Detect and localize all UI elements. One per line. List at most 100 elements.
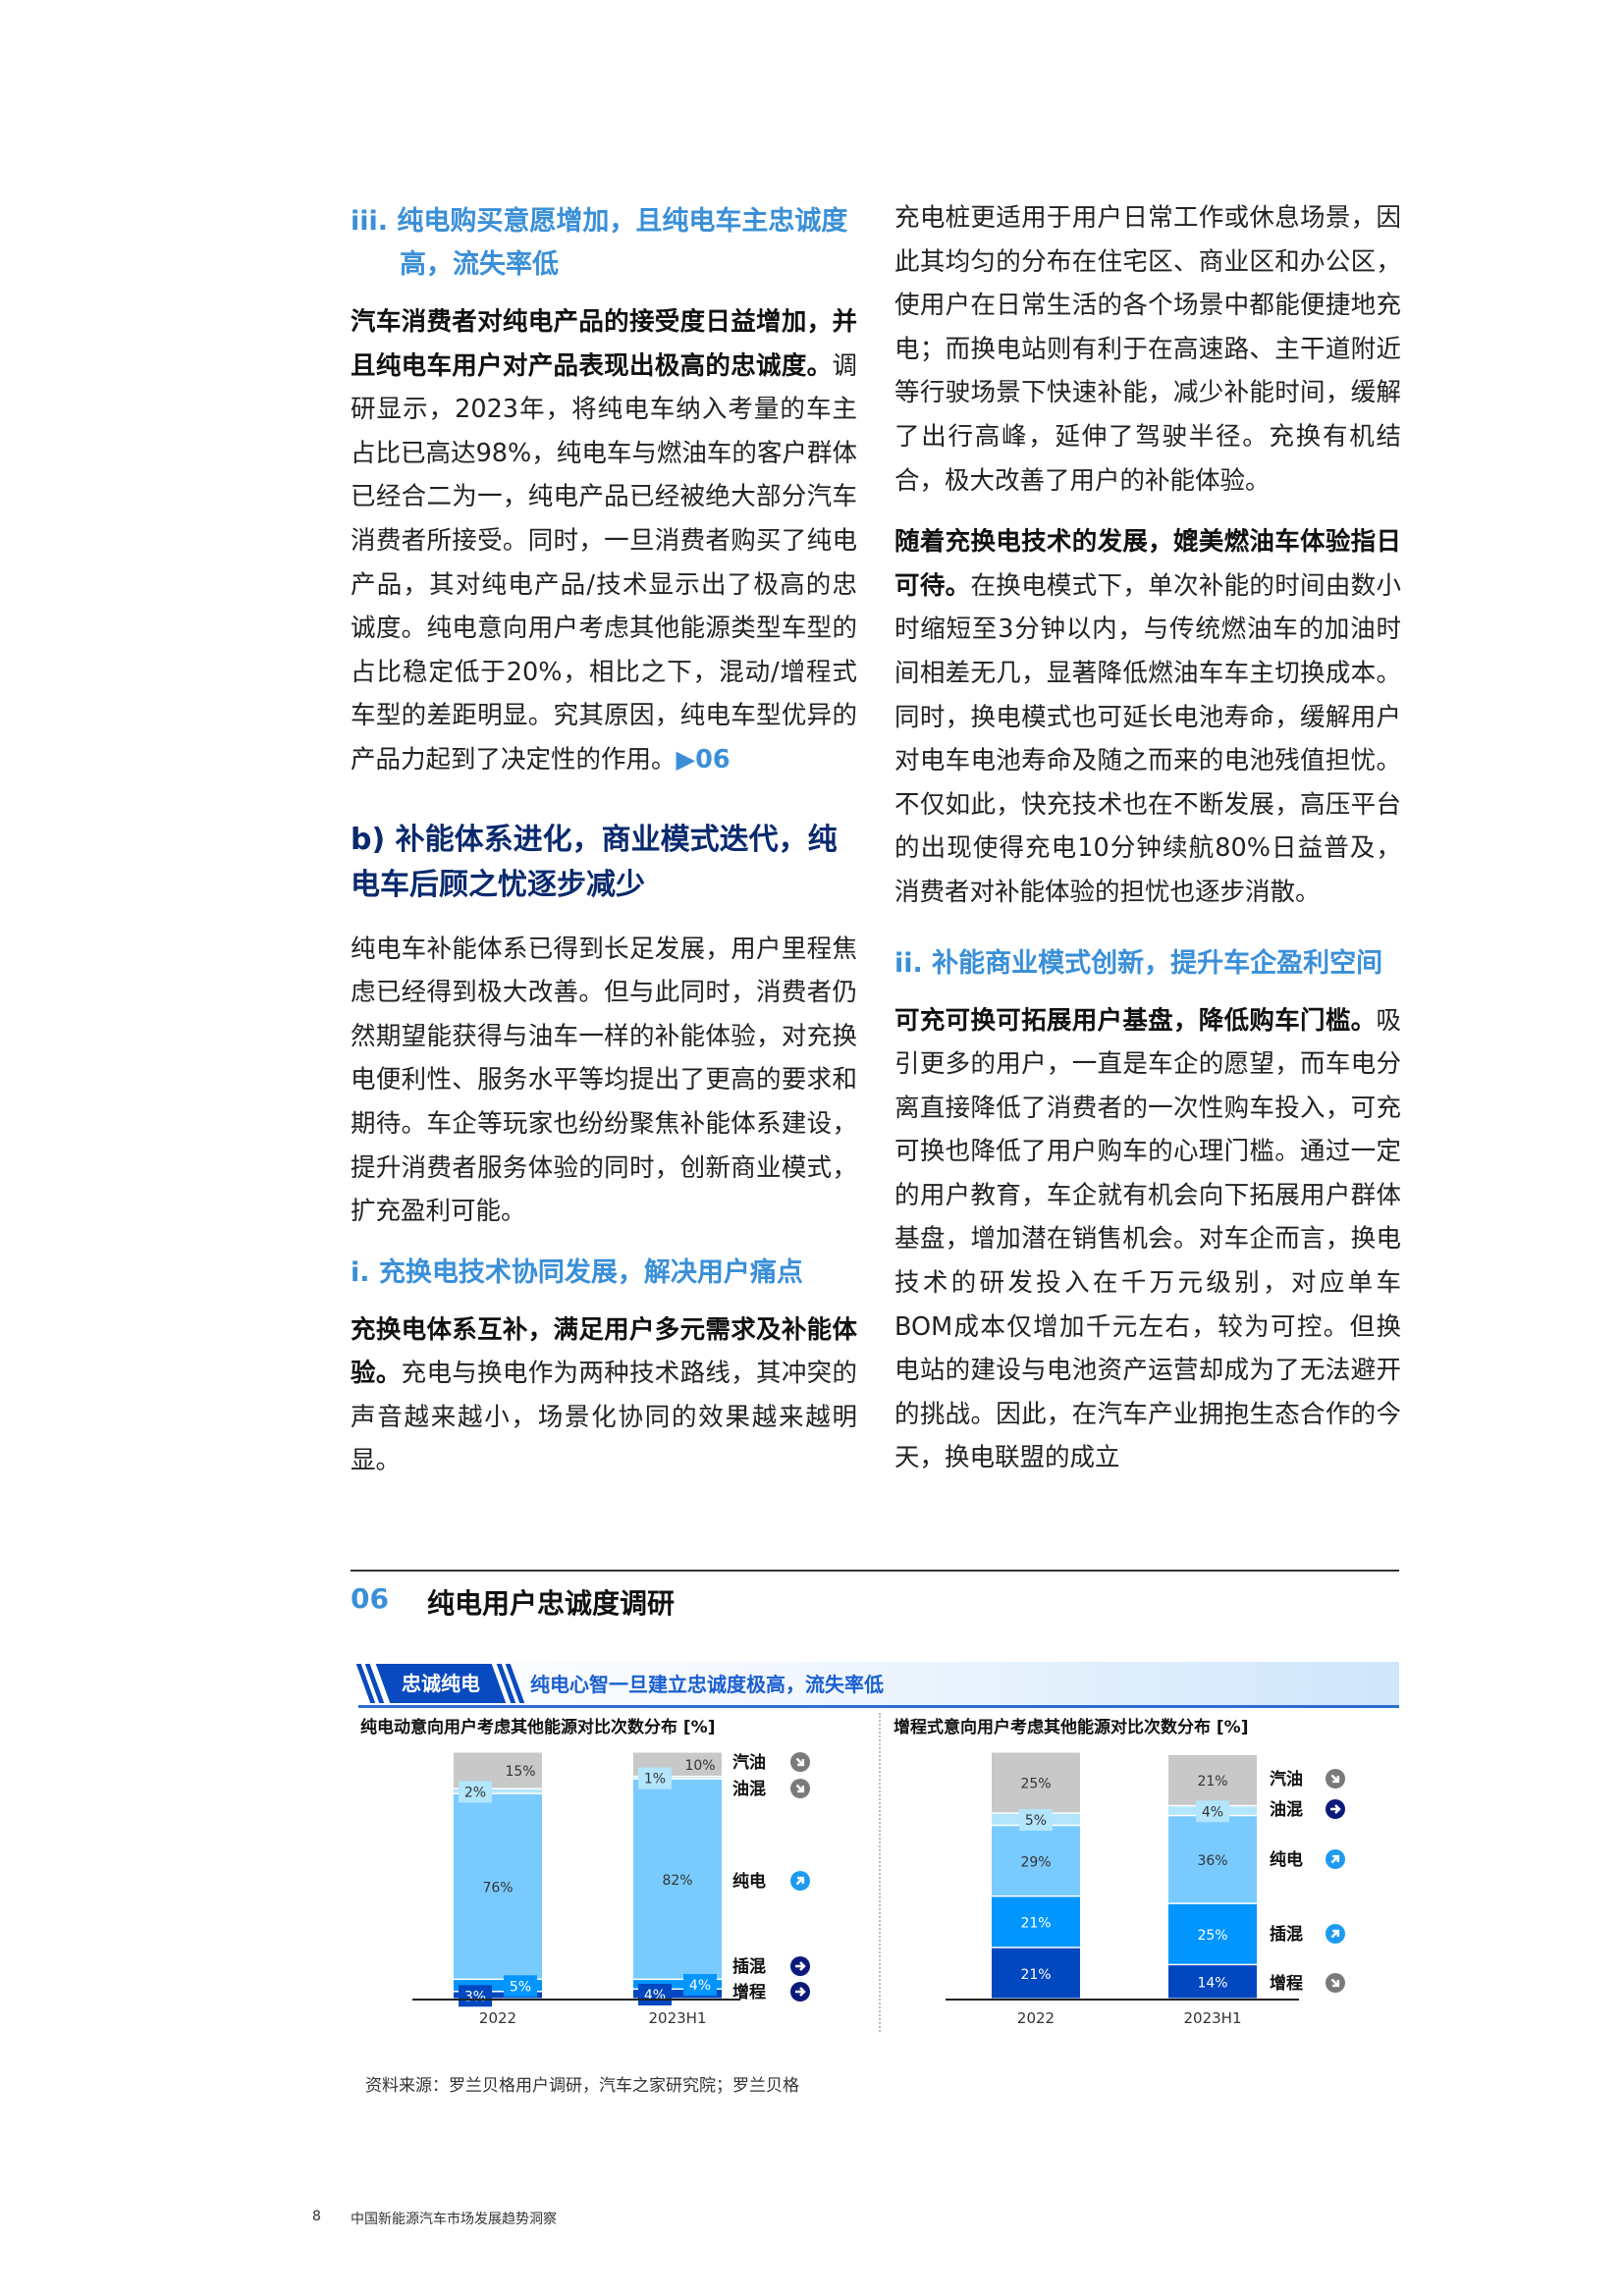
heading-i: i. 充换电技术协同发展，解决用户痛点: [351, 1256, 803, 1288]
data-label: 76%: [482, 1880, 513, 1896]
legend-label: 汽油: [732, 1752, 766, 1773]
arrow-icon: [795, 1876, 805, 1886]
trend-down-icon: [1326, 1973, 1345, 1993]
data-label: 25%: [1197, 1928, 1227, 1944]
data-label: 21%: [1020, 1967, 1051, 1983]
left-column: iii. 纯电购买意愿增加，且纯电车主忠诚度高，流失率低 汽车消费者对纯电产品的…: [351, 200, 857, 1501]
trend-flat-icon: [790, 1956, 810, 1976]
data-label: 82%: [662, 1873, 692, 1889]
banner-tag: 忠诚纯电: [375, 1664, 507, 1703]
bar-segment-油混: [454, 1789, 542, 1793]
paragraph-lead: 充换电体系互补，满足用户多元需求及补能体验。: [351, 1314, 857, 1389]
figure-banner: [358, 1662, 1399, 1708]
trend-down-icon: [1326, 1769, 1345, 1789]
paragraph-complement: 充换电体系互补，满足用户多元需求及补能体验。充电与换电作为两种技术路线，其冲突的…: [351, 1308, 857, 1483]
figure-source: 资料来源：罗兰贝格用户调研，汽车之家研究院；罗兰贝格: [365, 2076, 799, 2096]
bar-segment-纯电: [633, 1779, 722, 1979]
paragraph-body: 吸引更多的用户，一直是车企的愿望，而车电分离直接降低了消费者的一次性购车投入，可…: [894, 1005, 1401, 1473]
heading-iii: iii. 纯电购买意愿增加，且纯电车主忠诚度高，流失率低: [351, 206, 848, 280]
bar-segment-纯电: [454, 1793, 542, 1979]
legend-label: 增程: [1270, 1973, 1303, 1994]
legend-label: 油混: [732, 1779, 766, 1799]
paragraph-charging-system: 纯电车补能体系已得到长足发展，用户里程焦虑已经得到极大改善。但与此同时，消费者仍…: [351, 934, 857, 1227]
trend-down-icon: [790, 1752, 810, 1772]
paragraph-lead: 随着充换电技术的发展，媲美燃油车体验指日可待。: [894, 527, 1401, 601]
bar-segment-增程: [633, 1990, 722, 1999]
data-label-bg: [504, 1975, 537, 1998]
paragraph-body: 调研显示，2023年，将纯电车纳入考量的车主占比已高达98%，纯电车与燃油车的客…: [351, 350, 857, 774]
paragraph-business-model: 可充可换可拓展用户基盘，降低购车门槛。吸引更多的用户，一直是车企的愿望，而车电分…: [894, 999, 1401, 1481]
trend-down-icon: [790, 1779, 810, 1798]
data-label-bg: [459, 1781, 492, 1803]
data-label: 4%: [689, 1978, 711, 1994]
data-label-bg: [459, 1985, 492, 2007]
data-label-bg: [1019, 1808, 1053, 1831]
paragraph-charging-scenes: 充电桩更适用于用户日常工作或休息场景，因此其均匀的分布在住宅区、商业区和办公区，…: [894, 203, 1401, 496]
bar-segment-汽油: [992, 1752, 1080, 1813]
legend-label: 油混: [1270, 1799, 1303, 1820]
heading-b: b) 补能体系进化，商业模式迭代，纯电车后顾之忧逐步减少: [351, 822, 838, 902]
arrow-icon: [795, 1757, 805, 1767]
bar-segment-油混: [633, 1777, 722, 1779]
bar-segment-油混: [1168, 1806, 1257, 1815]
figure-divider: [351, 1570, 1399, 1572]
bar-segment-油混: [992, 1813, 1080, 1825]
trend-up-icon: [790, 1871, 810, 1891]
chart-title-erev: 增程式意向用户考虑其他能源对比次数分布 [%]: [893, 1718, 1249, 1737]
page-number: 8: [312, 2209, 321, 2224]
data-label: 36%: [1197, 1853, 1227, 1869]
chart-title-bev: 纯电动意向用户考虑其他能源对比次数分布 [%]: [360, 1718, 716, 1737]
data-label-bg: [638, 1984, 672, 2006]
data-label: 2%: [464, 1785, 486, 1800]
arrow-icon: [795, 1961, 806, 1971]
data-label-bg: [1196, 1800, 1229, 1823]
figure-title: 纯电用户忠诚度调研: [427, 1587, 676, 1620]
arrow-icon: [1330, 1804, 1341, 1814]
banner-text: 纯电心智一旦建立忠诚度极高，流失率低: [530, 1673, 884, 1696]
trend-flat-icon: [790, 1982, 810, 2002]
trend-up-icon: [1326, 1849, 1345, 1869]
data-label: 4%: [644, 1988, 666, 2003]
x-tick-label: 2023H1: [1184, 2009, 1242, 2027]
paragraph-lead: 汽车消费者对纯电产品的接受度日益增加，并且纯电车用户对产品表现出极高的忠诚度。: [351, 307, 857, 381]
bar-segment-纯电: [992, 1826, 1080, 1896]
right-column: 充电桩更适用于用户日常工作或休息场景，因此其均匀的分布在住宅区、商业区和办公区，…: [894, 196, 1401, 1498]
figure-ref-link[interactable]: ▶06: [676, 744, 731, 774]
report-title: 中国新能源汽车市场发展趋势洞察: [351, 2212, 557, 2227]
arrow-icon: [1330, 1978, 1340, 1988]
bar-segment-增程: [454, 1992, 542, 1999]
data-label: 29%: [1020, 1854, 1051, 1870]
arrow-icon: [1330, 1929, 1340, 1939]
x-tick-label: 2023H1: [649, 2009, 707, 2027]
bar-segment-增程: [992, 1948, 1080, 1999]
bar-segment-插混: [1168, 1903, 1257, 1964]
data-label: 3%: [464, 1989, 486, 2004]
chart-separator: [879, 1713, 881, 2032]
paragraph-lead: 可充可换可拓展用户基盘，降低购车门槛。: [894, 1005, 1377, 1036]
data-label-bg: [683, 1974, 717, 1997]
bar-segment-插混: [633, 1980, 722, 1989]
data-label: 10%: [684, 1758, 715, 1774]
legend-label: 纯电: [732, 1871, 766, 1892]
legend-label: 插混: [732, 1956, 766, 1977]
x-tick-label: 2022: [479, 2009, 516, 2027]
data-label: 1%: [644, 1772, 666, 1788]
paragraph-loyalty: 汽车消费者对纯电产品的接受度日益增加，并且纯电车用户对产品表现出极高的忠诚度。调…: [351, 300, 857, 782]
bar-segment-汽油: [454, 1752, 542, 1789]
legend-label: 汽油: [1270, 1769, 1303, 1789]
heading-ii: ii. 补能商业模式创新，提升车企盈利空间: [894, 947, 1383, 979]
arrow-icon: [795, 1987, 806, 1997]
legend-label: 纯电: [1270, 1849, 1303, 1870]
x-tick-label: 2022: [1017, 2009, 1055, 2027]
data-label: 5%: [1025, 1813, 1047, 1829]
data-label: 5%: [510, 1979, 531, 1995]
data-label: 14%: [1197, 1976, 1227, 1992]
trend-up-icon: [1326, 1924, 1345, 1944]
trend-flat-icon: [1326, 1799, 1345, 1819]
arrow-icon: [1330, 1854, 1340, 1864]
legend-label: 插混: [1270, 1924, 1303, 1945]
bar-segment-汽油: [633, 1752, 722, 1776]
legend-label: 增程: [732, 1982, 766, 2002]
data-label: 21%: [1197, 1774, 1227, 1789]
